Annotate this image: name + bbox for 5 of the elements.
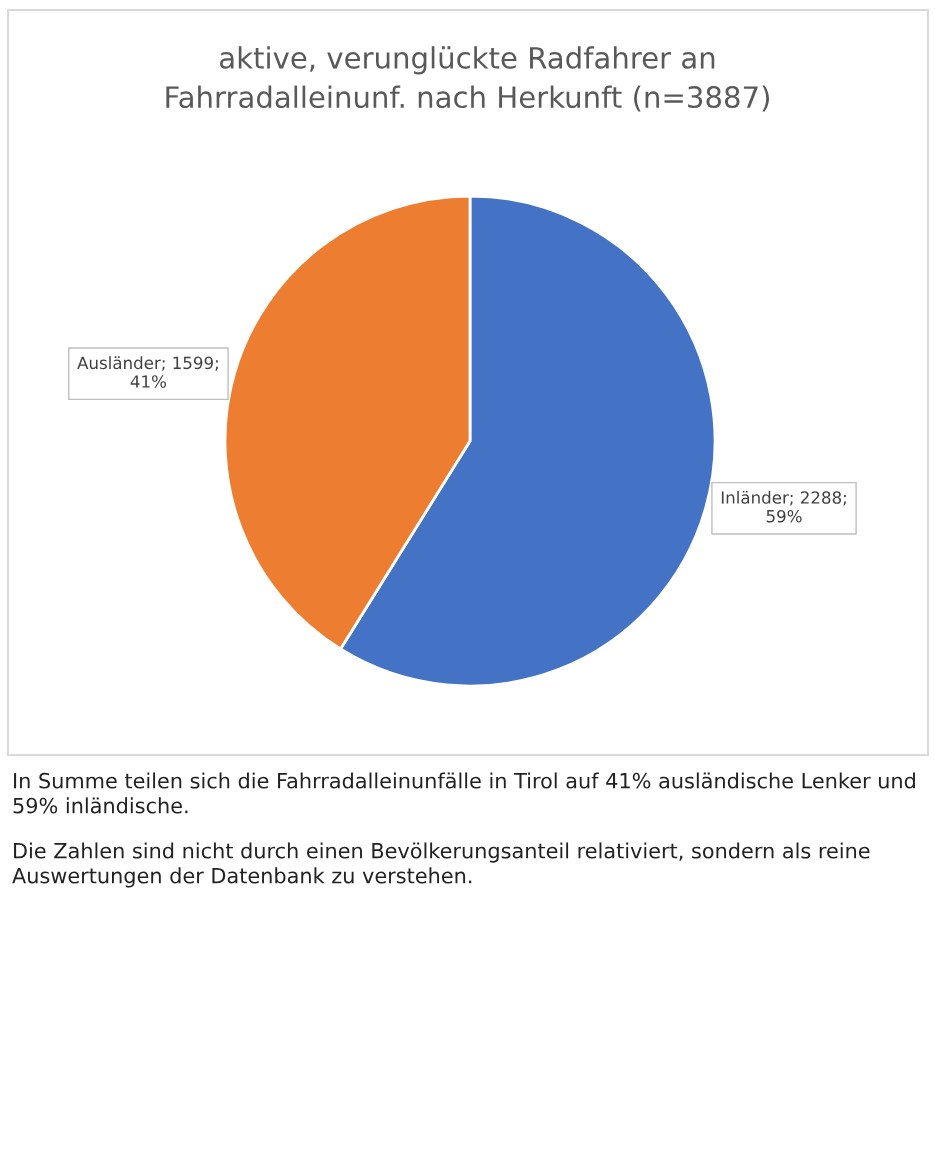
slice-label: Inländer; 2288; 59% <box>721 490 846 523</box>
text: Die Zahlen sind nicht durch einen Bevölkerungsanteil relativiert, sondern als reine Auswertungen der Datenbank zu verstehen. <box>12 842 870 888</box>
text: In Summe teilen sich die Fahrradalleinunfälle in Tirol auf 41% ausländische Lenker und 59% inländische. <box>13 772 915 814</box>
chart-title: aktive, verunglückte Radfahrer an Fahrradalleinunf. nach Herkunft (n=3887) <box>166 46 769 112</box>
slice-label: Ausländer; 1599; 41% <box>77 356 218 388</box>
